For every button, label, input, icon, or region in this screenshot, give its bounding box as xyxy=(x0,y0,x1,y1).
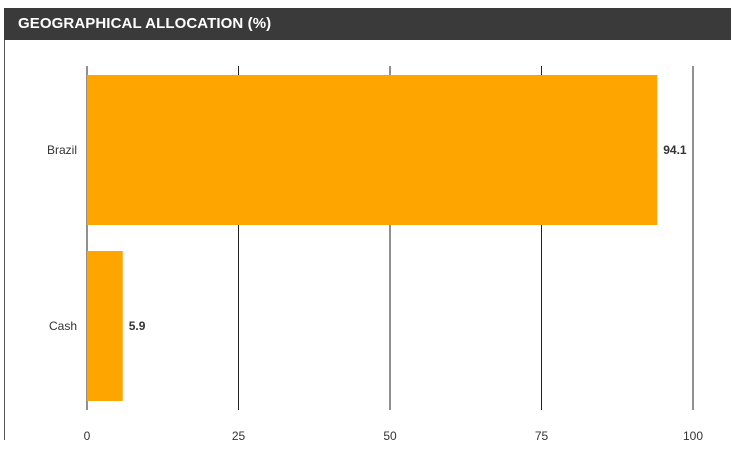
x-tick-label-100: 100 xyxy=(683,429,703,443)
x-tick-label-0: 0 xyxy=(84,429,91,443)
category-label-cash: Cash xyxy=(49,319,77,333)
data-labels: 94.1 5.9 xyxy=(129,143,687,333)
category-label-brazil: Brazil xyxy=(47,143,77,157)
chart-header: GEOGRAPHICAL ALLOCATION (%) xyxy=(4,8,731,40)
x-tick-label-50: 50 xyxy=(383,429,397,443)
panel-left-border xyxy=(4,40,5,440)
data-label-cash: 5.9 xyxy=(129,319,146,333)
bar-brazil xyxy=(87,75,658,225)
bars xyxy=(87,75,658,401)
chart-title: GEOGRAPHICAL ALLOCATION (%) xyxy=(18,15,272,32)
x-tick-label-25: 25 xyxy=(232,429,246,443)
category-labels: Brazil Cash xyxy=(47,143,77,333)
x-tick-label-75: 75 xyxy=(535,429,549,443)
x-axis: 0 25 50 75 100 xyxy=(84,429,704,443)
data-label-brazil: 94.1 xyxy=(663,143,687,157)
bar-cash xyxy=(87,251,123,401)
